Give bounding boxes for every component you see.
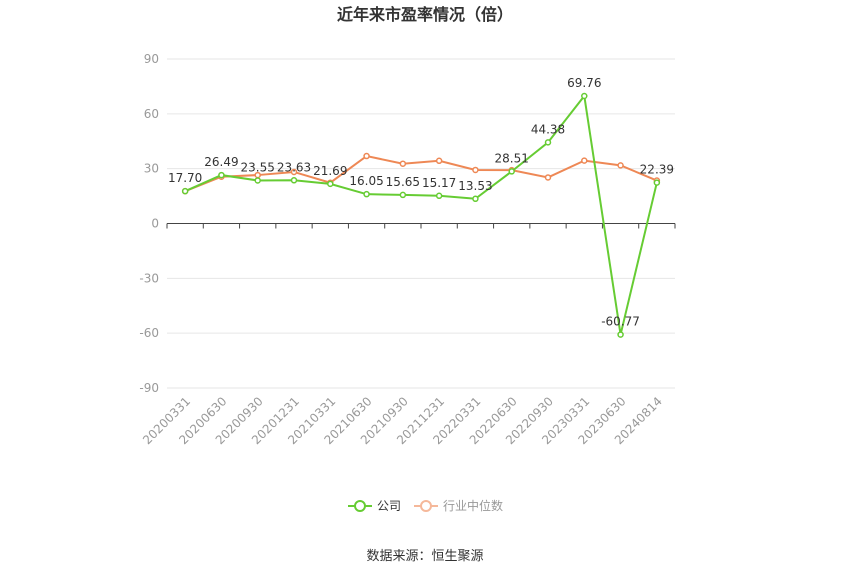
- data-label: 69.76: [567, 76, 601, 90]
- data-label: 26.49: [204, 155, 238, 169]
- y-tick-label: 60: [144, 107, 159, 121]
- data-point: [544, 139, 552, 146]
- data-point: [472, 166, 479, 174]
- data-label: 15.17: [422, 176, 456, 190]
- data-source: 数据来源：恒生聚源: [366, 549, 483, 564]
- data-point: [254, 177, 261, 184]
- data-point: [472, 195, 479, 203]
- data-label: 22.39: [640, 163, 674, 177]
- data-point: [399, 160, 407, 167]
- data-point: [617, 162, 624, 169]
- y-tick-label: -90: [139, 381, 159, 395]
- legend-marker: [420, 500, 432, 512]
- data-point: [363, 190, 370, 198]
- data-point: [617, 331, 624, 338]
- data-label: 13.53: [458, 179, 492, 193]
- legend-label: 公司: [377, 499, 401, 513]
- y-tick-label: 90: [144, 52, 159, 66]
- legend: 公司 行业中位数: [348, 498, 503, 513]
- series-line-0: [184, 93, 658, 335]
- data-label: 28.51: [495, 151, 529, 165]
- data-label: 23.63: [277, 160, 311, 174]
- y-tick-label: -30: [139, 271, 159, 285]
- data-point: [290, 168, 298, 176]
- data-point: [218, 171, 225, 179]
- data-label: 16.05: [349, 174, 383, 188]
- data-point: [435, 192, 443, 200]
- y-tick-label: 30: [144, 162, 159, 176]
- data-point: [581, 92, 588, 100]
- data-point: [363, 152, 370, 160]
- y-tick-label: 0: [151, 217, 159, 231]
- y-axis: 90 60 30 0 -30 -60 -90: [139, 52, 159, 395]
- legend-marker: [354, 500, 366, 512]
- data-point: [327, 180, 334, 188]
- data-point: [508, 168, 515, 175]
- data-point: [399, 191, 407, 199]
- chart-title: 近年来市盈率情况（倍）: [337, 5, 513, 24]
- legend-label: 行业中位数: [443, 498, 503, 513]
- legend-item-1[interactable]: 行业中位数: [414, 498, 503, 513]
- data-label: -60.77: [601, 315, 640, 329]
- legend-item-0[interactable]: 公司: [348, 499, 401, 513]
- data-label: 44.38: [531, 122, 565, 136]
- grid-lines: [167, 58, 675, 389]
- x-axis: 2020033120200630202009302020123120210331…: [140, 223, 676, 447]
- data-label: 17.70: [168, 171, 202, 185]
- series-layer: [181, 92, 661, 338]
- data-label: 21.69: [313, 164, 347, 178]
- data-point: [290, 177, 298, 184]
- data-label: 15.65: [386, 175, 420, 189]
- data-point: [653, 179, 661, 186]
- series-line-1: [184, 154, 658, 193]
- data-label: 23.55: [241, 160, 275, 174]
- data-point: [581, 157, 588, 164]
- data-point: [544, 174, 552, 181]
- data-point: [435, 157, 443, 165]
- data-point: [181, 187, 189, 195]
- y-tick-label: -60: [139, 326, 159, 340]
